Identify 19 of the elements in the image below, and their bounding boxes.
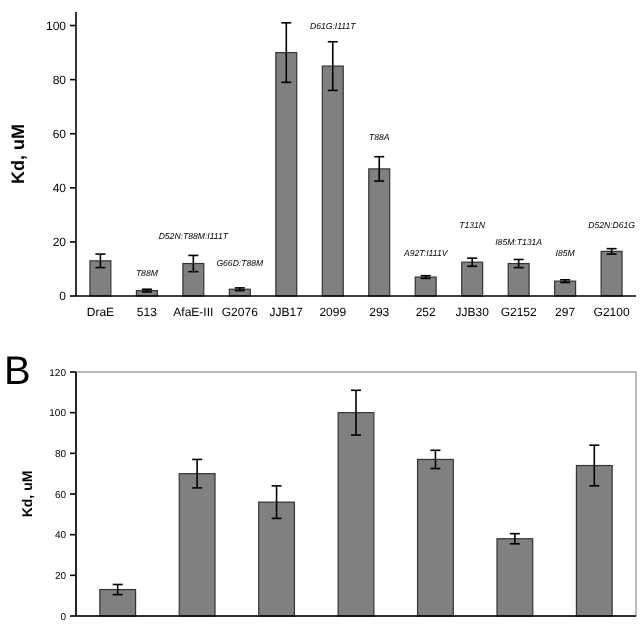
- bar: [414, 276, 437, 297]
- bar: [89, 260, 112, 297]
- bar: [258, 501, 296, 617]
- bar: [182, 262, 205, 297]
- bar: [178, 473, 216, 617]
- bar: [337, 412, 375, 617]
- bar: [600, 250, 623, 297]
- bar: [99, 588, 137, 617]
- bar: [275, 51, 298, 297]
- bar: [416, 458, 454, 617]
- bar: [575, 464, 613, 617]
- bar: [461, 261, 484, 297]
- bar: [368, 168, 391, 297]
- bar: [554, 280, 577, 297]
- bar: [507, 262, 530, 297]
- bar: [321, 65, 344, 297]
- bar: [496, 538, 534, 617]
- y-axis-title: Kd, uM: [8, 124, 28, 184]
- chart-title: B: [4, 350, 31, 394]
